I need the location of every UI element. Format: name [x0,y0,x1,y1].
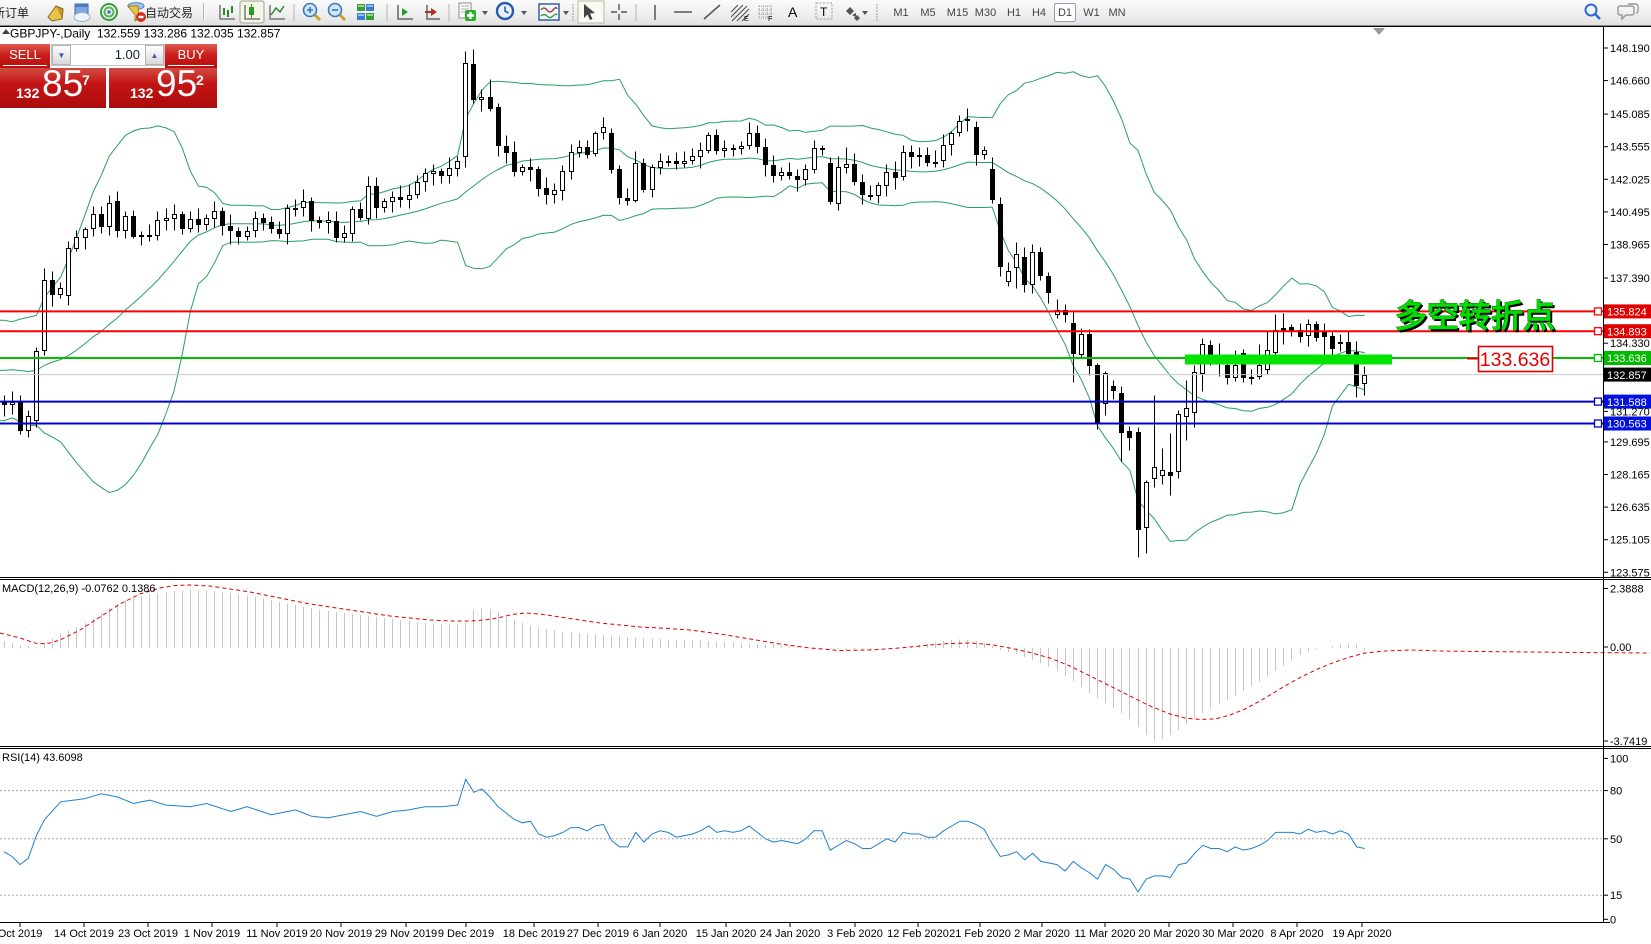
svg-text:多空转折点: 多空转折点 [1397,300,1557,336]
svg-text:134.330: 134.330 [1610,338,1650,350]
svg-text:138.965: 138.965 [1610,240,1650,252]
svg-text:0: 0 [1610,914,1616,926]
svg-text:GBPJPY-,Daily 132.559 133.286: GBPJPY-,Daily 132.559 133.286 132.035 13… [10,27,281,41]
svg-text:129.695: 129.695 [1610,437,1650,449]
svg-text:21 Feb 2020: 21 Feb 2020 [949,928,1011,940]
svg-text:130.563: 130.563 [1607,419,1647,431]
svg-text:24 Jan 2020: 24 Jan 2020 [760,928,821,940]
svg-text:23 Oct 2019: 23 Oct 2019 [118,928,178,940]
svg-text:142.025: 142.025 [1610,174,1650,186]
svg-text:123.575: 123.575 [1610,567,1650,579]
svg-text:27 Dec 2019: 27 Dec 2019 [567,928,629,940]
svg-text:18 Dec 2019: 18 Dec 2019 [503,928,565,940]
svg-text:20 Mar 2020: 20 Mar 2020 [1138,928,1200,940]
svg-text:29 Nov 2019: 29 Nov 2019 [375,928,437,940]
svg-text:MACD(12,26,9) -0.0762 0.1386: MACD(12,26,9) -0.0762 0.1386 [2,583,155,595]
svg-text:133.636: 133.636 [1480,349,1551,371]
svg-text:30 Mar 2020: 30 Mar 2020 [1202,928,1264,940]
svg-text:135.824: 135.824 [1607,307,1647,319]
svg-text:133.636: 133.636 [1607,353,1647,365]
svg-text:6 Jan 2020: 6 Jan 2020 [633,928,687,940]
svg-text:132.857: 132.857 [1607,370,1647,382]
svg-text:140.495: 140.495 [1610,207,1650,219]
svg-text:137.390: 137.390 [1610,273,1650,285]
svg-text:145.085: 145.085 [1610,109,1650,121]
svg-text:RSI(14) 43.6098: RSI(14) 43.6098 [2,752,83,764]
svg-text:2.3888: 2.3888 [1610,584,1644,596]
svg-text:9 Dec 2019: 9 Dec 2019 [438,928,494,940]
svg-text:146.660: 146.660 [1610,76,1650,88]
svg-text:131.588: 131.588 [1607,397,1647,409]
svg-text:126.635: 126.635 [1610,502,1650,514]
svg-text:100: 100 [1610,753,1628,765]
svg-text:50: 50 [1610,834,1622,846]
svg-text:A: A [788,4,798,20]
svg-text:143.555: 143.555 [1610,142,1650,154]
svg-text:125.105: 125.105 [1610,535,1650,547]
svg-text:-3.7419: -3.7419 [1610,736,1647,748]
svg-text:131.270: 131.270 [1610,406,1650,418]
svg-text:148.190: 148.190 [1610,43,1650,55]
svg-text:Oct 2019: Oct 2019 [0,928,42,940]
svg-text:80: 80 [1610,786,1622,798]
svg-text:1 Nov 2019: 1 Nov 2019 [184,928,240,940]
svg-text:20 Nov 2019: 20 Nov 2019 [310,928,372,940]
svg-text:15 Jan 2020: 15 Jan 2020 [696,928,757,940]
svg-text:2 Mar 2020: 2 Mar 2020 [1014,928,1070,940]
svg-text:15: 15 [1610,890,1622,902]
svg-text:11 Nov 2019: 11 Nov 2019 [246,928,308,940]
svg-text:128.165: 128.165 [1610,470,1650,482]
svg-text:T: T [820,5,828,19]
svg-text:E: E [744,16,749,23]
svg-text:19 Apr 2020: 19 Apr 2020 [1332,928,1391,940]
svg-text:14 Oct 2019: 14 Oct 2019 [54,928,114,940]
svg-text:134.893: 134.893 [1607,326,1647,338]
svg-text:0.00: 0.00 [1610,642,1631,654]
svg-text:12 Feb 2020: 12 Feb 2020 [887,928,949,940]
svg-text:11 Mar 2020: 11 Mar 2020 [1075,928,1136,940]
svg-text:F: F [768,16,772,23]
svg-text:3 Feb 2020: 3 Feb 2020 [827,928,883,940]
svg-text:多空转折点: 多空转折点 [1395,298,1555,334]
svg-text:8 Apr 2020: 8 Apr 2020 [1270,928,1323,940]
